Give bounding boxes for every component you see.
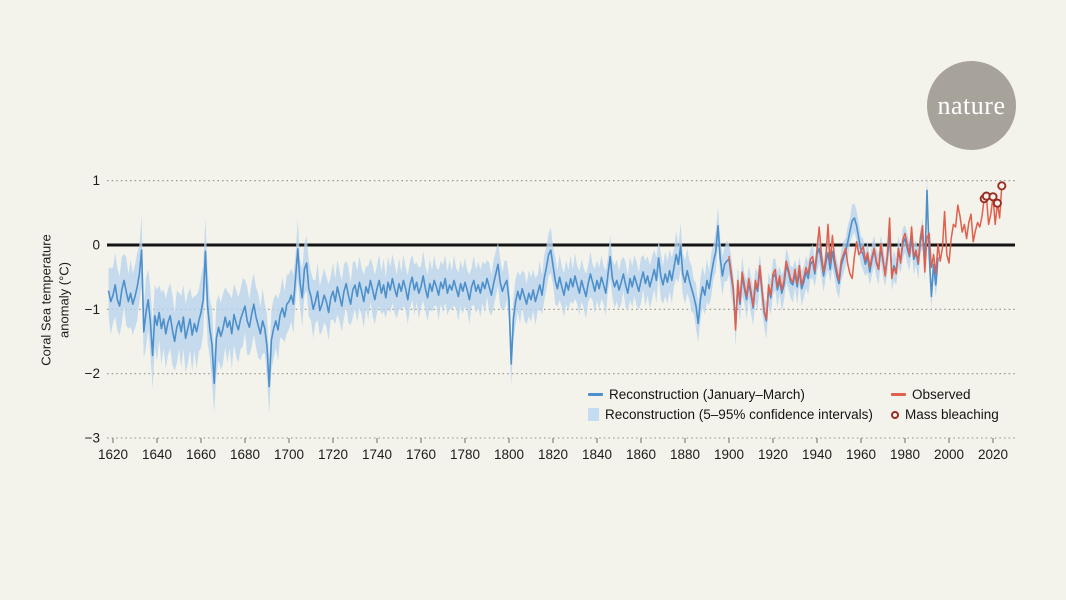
x-tick-label: 1840 xyxy=(582,447,612,462)
x-tick-label: 1640 xyxy=(142,447,172,462)
x-tick-label: 1960 xyxy=(846,447,876,462)
y-tick-label: 0 xyxy=(92,238,100,253)
legend-label: Mass bleaching xyxy=(905,407,999,422)
x-tick-label: 1680 xyxy=(230,447,260,462)
nature-logo: nature xyxy=(927,61,1016,150)
x-tick-label: 2000 xyxy=(934,447,964,462)
mass-bleaching-circle-swatch xyxy=(891,410,899,419)
legend-item-reconstruction: Reconstruction (January–March) xyxy=(588,387,873,402)
observed-line xyxy=(728,185,1003,331)
x-tick-label: 1940 xyxy=(802,447,832,462)
mass-bleaching-marker xyxy=(992,198,1002,208)
nature-logo-text: nature xyxy=(937,90,1006,120)
reconstruction-line-swatch xyxy=(588,393,603,396)
legend-column-right: Observed Mass bleaching xyxy=(891,387,999,422)
x-tick-label: 1800 xyxy=(494,447,524,462)
observed-line-swatch xyxy=(891,393,906,396)
confidence-band-swatch xyxy=(588,408,599,421)
x-tick-label: 2020 xyxy=(978,447,1008,462)
legend-item-confidence-interval: Reconstruction (5–95% confidence interva… xyxy=(588,407,873,422)
legend-label: Reconstruction (January–March) xyxy=(609,387,805,402)
x-tick-label: 1980 xyxy=(890,447,920,462)
x-tick-label: 1780 xyxy=(450,447,480,462)
x-tick-label: 1880 xyxy=(670,447,700,462)
x-tick-label: 1720 xyxy=(318,447,348,462)
legend-label: Observed xyxy=(912,387,971,402)
x-tick-label: 1900 xyxy=(714,447,744,462)
x-tick-label: 1820 xyxy=(538,447,568,462)
y-tick-label: 1 xyxy=(92,173,100,188)
y-tick-label: −1 xyxy=(85,302,100,317)
mass-bleaching-marker xyxy=(997,181,1007,191)
mass-bleaching-marker xyxy=(988,192,998,202)
x-tick-label: 1700 xyxy=(274,447,304,462)
x-tick-label: 1860 xyxy=(626,447,656,462)
x-tick-label: 1660 xyxy=(186,447,216,462)
x-tick-label: 1740 xyxy=(362,447,392,462)
y-tick-label: −3 xyxy=(85,430,100,445)
x-tick-label: 1620 xyxy=(98,447,128,462)
legend-label: Reconstruction (5–95% confidence interva… xyxy=(605,407,873,422)
y-tick-label: −2 xyxy=(85,366,100,381)
x-tick-label: 1920 xyxy=(758,447,788,462)
x-tick-label: 1760 xyxy=(406,447,436,462)
legend-item-mass-bleaching: Mass bleaching xyxy=(891,407,999,422)
legend-column-left: Reconstruction (January–March) Reconstru… xyxy=(588,387,873,422)
legend-item-observed: Observed xyxy=(891,387,999,402)
